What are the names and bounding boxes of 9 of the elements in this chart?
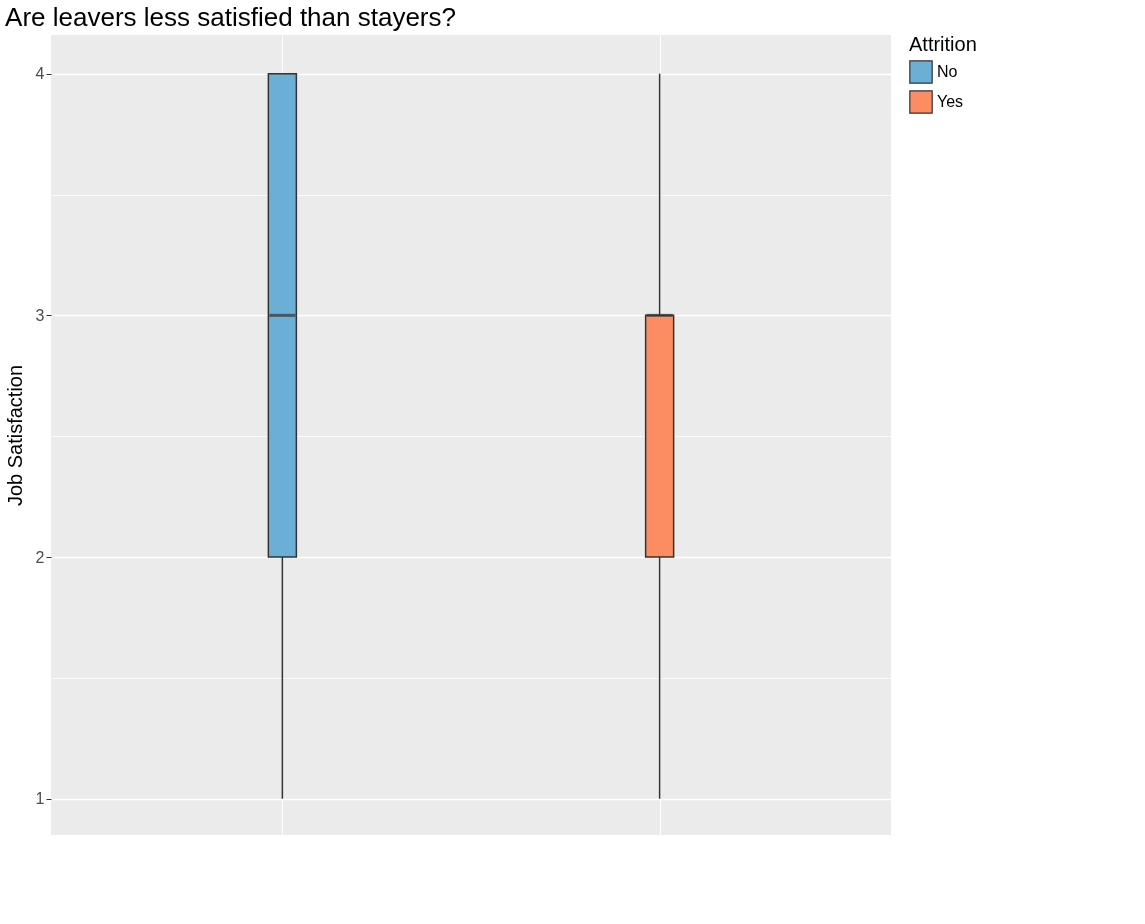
- legend-label: No: [937, 63, 958, 80]
- legend-label: Yes: [937, 93, 964, 110]
- chart-title: Are leavers less satisfied than stayers?: [5, 2, 456, 32]
- y-tick-label: 4: [35, 65, 45, 83]
- y-tick-label: 1: [35, 790, 45, 808]
- y-axis-title: Job Satisfaction: [3, 364, 26, 507]
- y-tick-label: 3: [35, 306, 45, 324]
- y-tick-label: 2: [35, 548, 45, 566]
- legend-title: Attrition: [909, 33, 977, 55]
